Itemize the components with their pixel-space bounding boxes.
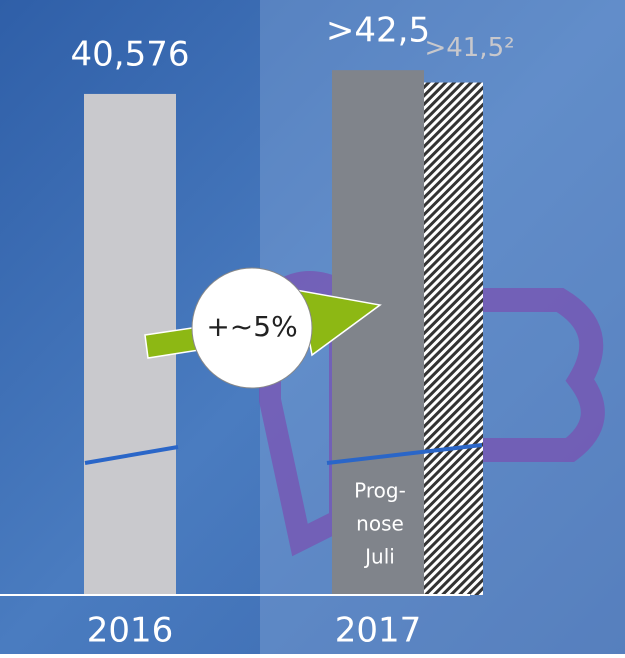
forecast-note: nose <box>356 512 404 536</box>
bar <box>332 70 424 595</box>
value-label: 40,576 <box>71 34 190 74</box>
photo-line <box>84 445 179 465</box>
forecast-note: Juli <box>363 545 395 569</box>
bar <box>424 82 483 595</box>
growth-circle <box>191 267 313 389</box>
value-label: >42,5 <box>326 11 430 51</box>
x-tick-label: 2017 <box>335 611 422 651</box>
x-tick-label: 2016 <box>87 611 174 651</box>
forecast-note: Prog- <box>354 479 406 503</box>
photo-line <box>326 443 483 465</box>
growth-label: +~5% <box>206 310 297 343</box>
value-label: >41,5² <box>424 33 514 63</box>
logo <box>480 288 605 462</box>
